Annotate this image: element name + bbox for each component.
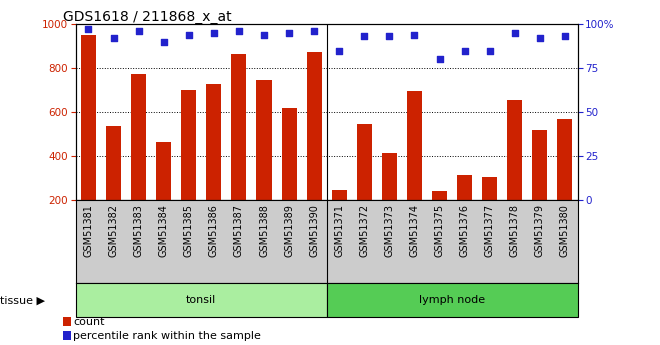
Text: GSM51383: GSM51383: [133, 204, 144, 257]
Point: [108, 36, 119, 41]
Point: [560, 34, 570, 39]
Text: GSM51385: GSM51385: [183, 204, 194, 257]
Text: GSM51375: GSM51375: [434, 204, 445, 257]
Bar: [558, 119, 572, 200]
Text: tissue ▶: tissue ▶: [0, 295, 45, 305]
Point: [359, 34, 370, 39]
Bar: [332, 190, 347, 200]
Text: GSM51376: GSM51376: [459, 204, 470, 257]
Point: [434, 57, 445, 62]
Bar: [382, 153, 397, 200]
Text: lymph node: lymph node: [419, 295, 485, 305]
Text: GSM51388: GSM51388: [259, 204, 269, 257]
Point: [334, 48, 345, 53]
Bar: [76, 283, 327, 317]
Point: [384, 34, 395, 39]
Point: [83, 27, 94, 32]
Text: GSM51372: GSM51372: [359, 204, 370, 257]
Bar: [282, 108, 296, 200]
Point: [409, 32, 420, 38]
Point: [459, 48, 470, 53]
Point: [484, 48, 495, 53]
Text: GSM51380: GSM51380: [560, 204, 570, 257]
Bar: [533, 130, 547, 200]
Text: percentile rank within the sample: percentile rank within the sample: [73, 331, 261, 341]
Point: [133, 28, 144, 34]
Text: GSM51387: GSM51387: [234, 204, 244, 257]
Point: [234, 28, 244, 34]
Point: [535, 36, 545, 41]
Bar: [257, 80, 271, 200]
Point: [510, 30, 520, 36]
Bar: [232, 54, 246, 200]
Point: [158, 39, 169, 45]
Bar: [482, 177, 497, 200]
Bar: [106, 126, 121, 200]
Text: GDS1618 / 211868_x_at: GDS1618 / 211868_x_at: [63, 10, 231, 24]
Bar: [327, 283, 578, 317]
Point: [259, 32, 269, 38]
Bar: [182, 90, 196, 200]
Bar: [207, 83, 221, 200]
Text: GSM51384: GSM51384: [158, 204, 169, 257]
Text: GSM51386: GSM51386: [209, 204, 219, 257]
Bar: [407, 91, 422, 200]
Bar: [131, 73, 146, 200]
Point: [284, 30, 294, 36]
Text: GSM51374: GSM51374: [409, 204, 420, 257]
Bar: [156, 142, 171, 200]
Text: GSM51378: GSM51378: [510, 204, 520, 257]
Bar: [432, 191, 447, 200]
Point: [309, 28, 319, 34]
Text: GSM51371: GSM51371: [334, 204, 345, 257]
Text: count: count: [73, 317, 105, 327]
Bar: [357, 124, 372, 200]
Text: GSM51377: GSM51377: [484, 204, 495, 257]
Point: [183, 32, 194, 38]
Bar: [81, 35, 96, 200]
Text: GSM51381: GSM51381: [83, 204, 94, 257]
Text: GSM51390: GSM51390: [309, 204, 319, 257]
Text: GSM51382: GSM51382: [108, 204, 119, 257]
Point: [209, 30, 219, 36]
Bar: [307, 52, 321, 200]
Text: GSM51373: GSM51373: [384, 204, 395, 257]
Bar: [508, 100, 522, 200]
Text: GSM51379: GSM51379: [535, 204, 545, 257]
Bar: [457, 175, 472, 200]
Text: tonsil: tonsil: [186, 295, 216, 305]
Text: GSM51389: GSM51389: [284, 204, 294, 257]
